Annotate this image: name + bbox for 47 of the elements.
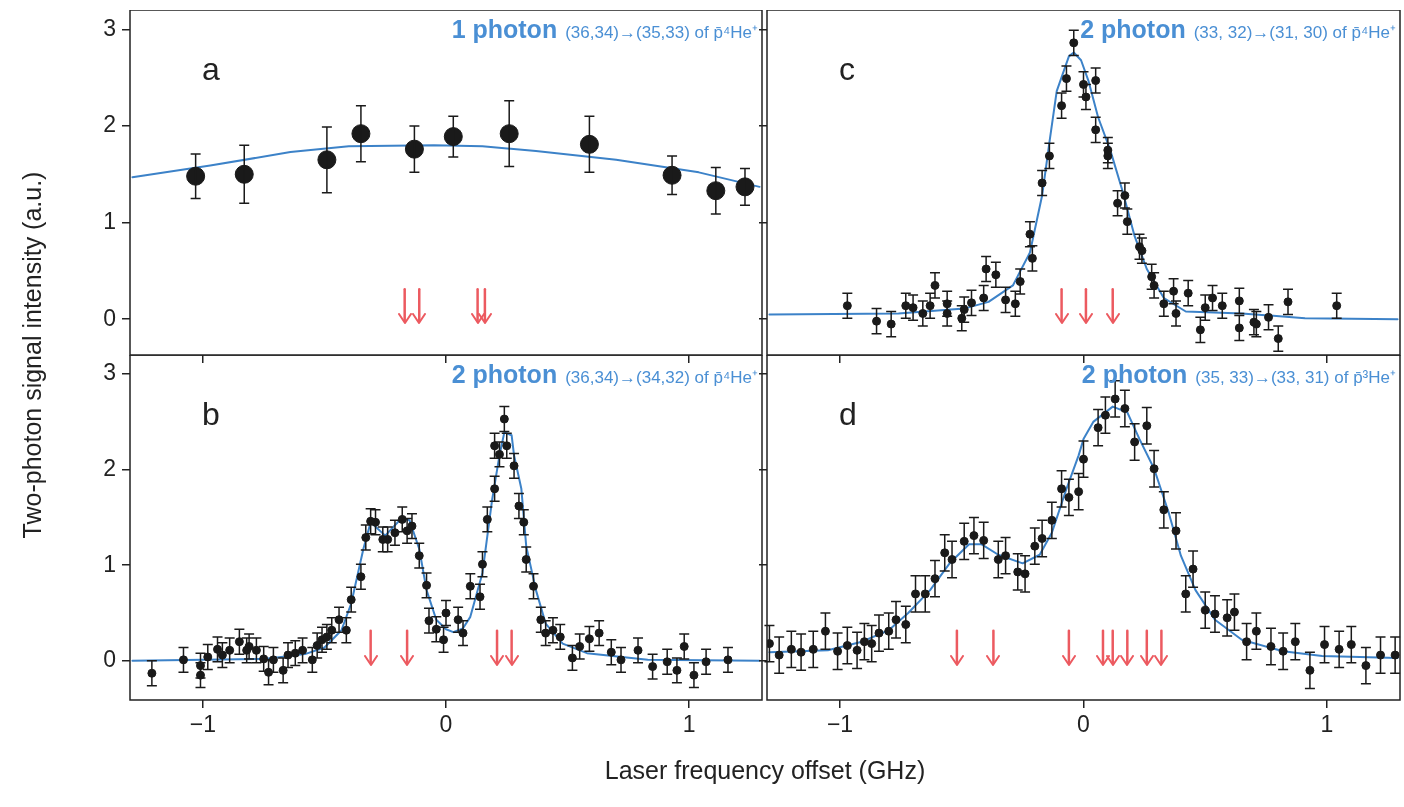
y-tick-label: 1 (103, 550, 116, 577)
point (1217, 301, 1227, 311)
y-axis-title: Two-photon signal intensity (a.u.) (18, 171, 47, 539)
text: (36,34)→(34,32) of p̄⁴He⁺ (565, 368, 758, 387)
x-tick-label: 1 (1320, 711, 1334, 738)
x-tick-label: 0 (1077, 711, 1090, 738)
y-tick-label: 0 (103, 646, 116, 673)
point (1169, 286, 1179, 296)
point (1195, 325, 1205, 335)
chart-title: 2 photon (1081, 360, 1188, 388)
x-tick-label: 0 (439, 711, 453, 738)
point (1091, 76, 1101, 86)
text: (35, 33)→(33, 31) of p̄³He⁺ (1195, 368, 1397, 387)
point (1061, 74, 1071, 84)
x-tick-label: −1 (189, 711, 217, 738)
chart-title: 2 photon (451, 360, 558, 388)
chart-title: 2 photon (1080, 15, 1186, 43)
y-tick-label: 3 (103, 359, 116, 386)
point (1273, 334, 1283, 344)
text: (33, 32)→(31, 30) of p̄⁴He⁺ (1193, 23, 1397, 42)
y-tick-label: 2 (103, 111, 116, 138)
point (1264, 312, 1274, 322)
point (1122, 217, 1132, 227)
chart-title: 1 photon (451, 15, 558, 43)
point (186, 166, 206, 186)
annotation: c (839, 51, 855, 87)
y-tick-label: 0 (103, 304, 116, 331)
annotation: a (202, 51, 220, 87)
point (579, 134, 599, 154)
point (842, 301, 852, 311)
x-tick-label: −1 (826, 711, 854, 738)
text: (36,34)→(35,33) of p̄⁴He⁺ (565, 23, 758, 42)
y-tick-label: 2 (103, 455, 116, 482)
point (1332, 301, 1342, 311)
x-tick-label: 1 (682, 711, 696, 738)
annotation: d (839, 396, 857, 432)
point (1010, 299, 1020, 309)
point (1057, 101, 1067, 111)
point (1027, 253, 1037, 263)
y-tick-label: 1 (103, 207, 116, 234)
annotation: b (202, 396, 220, 432)
x-axis-title: Laser frequency offset (GHz) (604, 755, 926, 785)
point (1091, 125, 1101, 135)
point (404, 139, 424, 159)
point (1113, 198, 1123, 208)
point (443, 127, 463, 147)
y-tick-label: 3 (103, 14, 116, 41)
